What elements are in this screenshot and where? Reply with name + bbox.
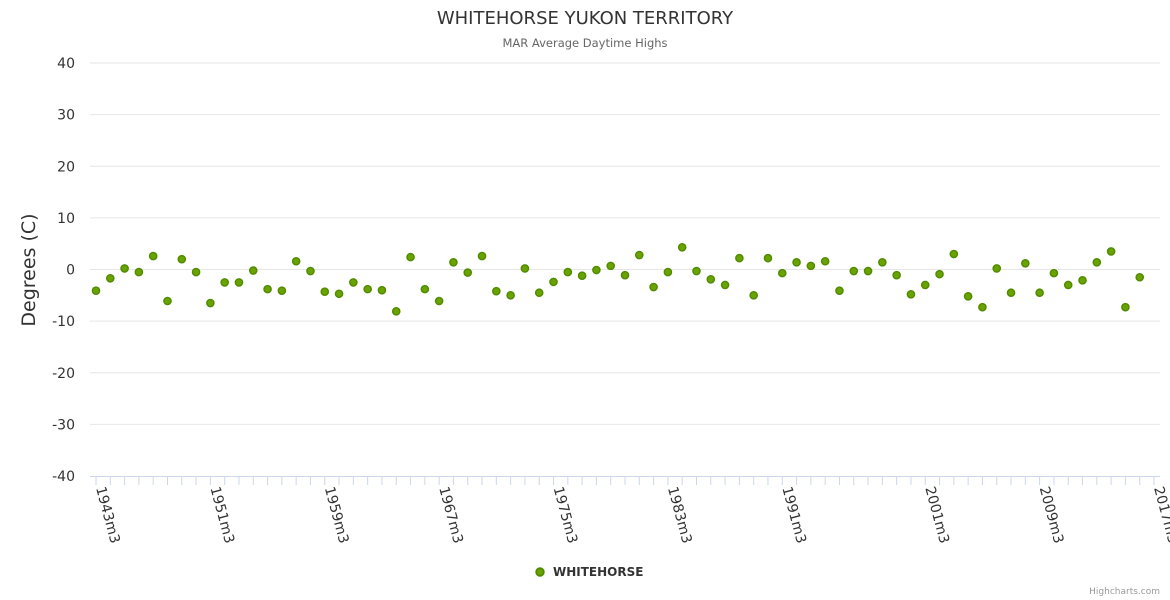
- data-point[interactable]: [420, 284, 430, 294]
- data-point[interactable]: [763, 253, 773, 263]
- data-point[interactable]: [377, 285, 387, 295]
- data-point[interactable]: [291, 256, 301, 266]
- chart-title: WHITEHORSE YUKON TERRITORY: [437, 8, 734, 29]
- data-point[interactable]: [820, 256, 830, 266]
- data-point[interactable]: [892, 270, 901, 280]
- data-point[interactable]: [863, 266, 873, 276]
- data-point[interactable]: [120, 264, 129, 273]
- data-point[interactable]: [263, 284, 272, 294]
- data-point[interactable]: [577, 271, 587, 280]
- grid-lines: [90, 62, 1160, 425]
- y-tick-label: 10: [57, 211, 75, 227]
- data-point[interactable]: [849, 266, 859, 276]
- data-point[interactable]: [391, 307, 401, 316]
- data-point[interactable]: [606, 261, 616, 271]
- data-point[interactable]: [634, 250, 644, 260]
- data-point[interactable]: [1121, 302, 1130, 312]
- data-point[interactable]: [777, 268, 787, 278]
- data-point[interactable]: [277, 286, 287, 295]
- y-axis-label: Degrees (C): [18, 213, 40, 326]
- data-point[interactable]: [706, 275, 716, 284]
- data-point[interactable]: [163, 296, 172, 306]
- data-point[interactable]: [1035, 288, 1044, 298]
- data-point[interactable]: [1078, 276, 1087, 285]
- data-point[interactable]: [191, 267, 201, 277]
- credits-link[interactable]: Highcharts.com: [1089, 587, 1160, 597]
- data-point[interactable]: [935, 269, 944, 279]
- data-point[interactable]: [534, 288, 544, 298]
- data-point[interactable]: [334, 289, 344, 299]
- y-tick-label: 40: [57, 56, 75, 72]
- data-point[interactable]: [349, 278, 358, 287]
- data-point[interactable]: [148, 251, 158, 261]
- data-point[interactable]: [449, 257, 458, 267]
- x-axis: [90, 476, 1160, 485]
- y-tick-label: -20: [52, 366, 75, 382]
- data-point[interactable]: [663, 267, 673, 277]
- data-point[interactable]: [878, 257, 887, 267]
- data-point[interactable]: [949, 249, 959, 259]
- data-point[interactable]: [749, 291, 758, 300]
- data-point[interactable]: [406, 252, 415, 262]
- data-point[interactable]: [506, 291, 515, 300]
- data-point[interactable]: [306, 266, 315, 276]
- data-point[interactable]: [463, 268, 473, 277]
- chart-subtitle: MAR Average Daytime Highs: [502, 36, 667, 50]
- y-axis-ticks: 40 30 20 10 0 -10 -20 -30 -40: [52, 56, 75, 485]
- data-point[interactable]: [1092, 257, 1102, 267]
- y-tick-label: 0: [66, 263, 75, 279]
- data-point[interactable]: [1063, 280, 1073, 290]
- data-point[interactable]: [1006, 288, 1016, 298]
- data-point[interactable]: [206, 298, 215, 308]
- data-point[interactable]: [735, 253, 744, 263]
- legend-marker: [535, 567, 545, 577]
- data-point[interactable]: [248, 266, 258, 275]
- legend-label-whitehorse[interactable]: WHITEHORSE: [553, 565, 643, 579]
- data-point[interactable]: [1049, 268, 1059, 278]
- data-point[interactable]: [792, 257, 801, 267]
- data-point[interactable]: [177, 254, 187, 264]
- data-point[interactable]: [492, 286, 501, 296]
- data-point[interactable]: [434, 296, 444, 306]
- data-point[interactable]: [835, 286, 844, 295]
- data-point[interactable]: [992, 264, 1002, 273]
- series-whitehorse: [91, 243, 1145, 316]
- data-point[interactable]: [677, 243, 687, 252]
- data-point[interactable]: [363, 284, 372, 294]
- y-tick-label: -30: [52, 417, 75, 433]
- data-point[interactable]: [549, 277, 558, 287]
- data-point[interactable]: [1135, 272, 1145, 282]
- data-point[interactable]: [978, 302, 987, 312]
- data-point[interactable]: [520, 264, 530, 273]
- data-point[interactable]: [91, 286, 101, 295]
- data-point[interactable]: [592, 265, 601, 275]
- data-point[interactable]: [692, 266, 701, 276]
- data-point[interactable]: [806, 261, 816, 271]
- data-point[interactable]: [1106, 247, 1116, 256]
- data-point[interactable]: [920, 280, 930, 290]
- data-point[interactable]: [477, 251, 487, 261]
- data-point[interactable]: [963, 292, 973, 301]
- y-tick-label: 20: [57, 159, 75, 175]
- data-point[interactable]: [134, 267, 144, 277]
- data-point[interactable]: [320, 287, 330, 296]
- data-point[interactable]: [220, 278, 229, 287]
- data-point[interactable]: [1021, 259, 1030, 268]
- data-point[interactable]: [563, 267, 573, 277]
- y-tick-label: -40: [52, 469, 75, 485]
- data-point[interactable]: [105, 273, 115, 283]
- data-point[interactable]: [234, 278, 244, 287]
- data-point[interactable]: [620, 270, 630, 280]
- y-tick-label: -10: [52, 314, 75, 330]
- y-tick-label: 30: [57, 108, 75, 124]
- data-point[interactable]: [906, 289, 916, 299]
- data-point[interactable]: [649, 282, 658, 292]
- legend[interactable]: WHITEHORSE: [535, 565, 643, 579]
- data-point[interactable]: [720, 280, 730, 290]
